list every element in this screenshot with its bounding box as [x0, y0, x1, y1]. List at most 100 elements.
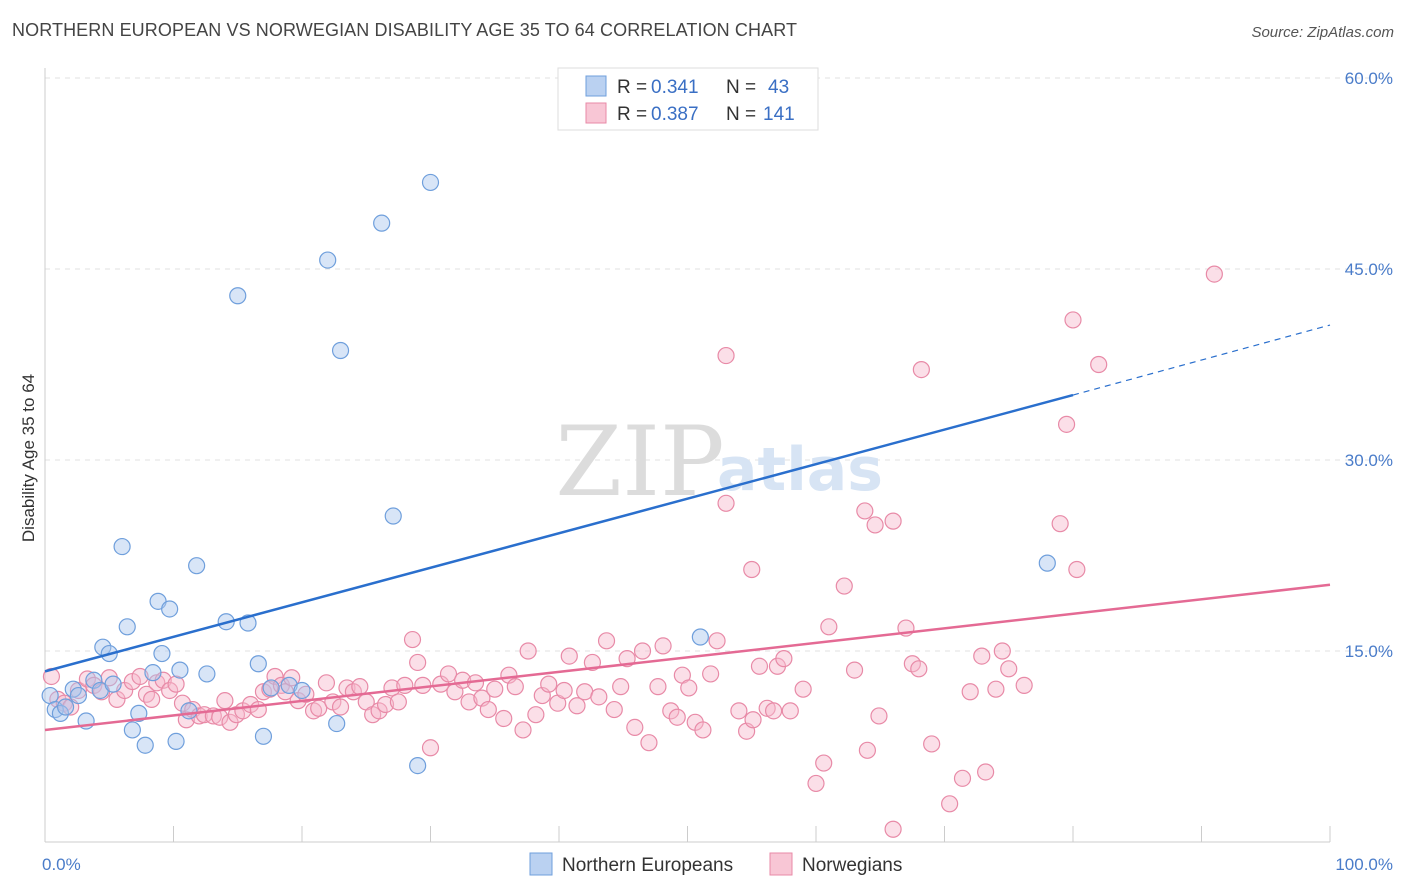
norwegian-point-97	[694, 721, 712, 739]
trend-lines	[44, 324, 1331, 732]
norwegian-point-73	[527, 706, 545, 724]
northern-european-point-37	[373, 214, 391, 232]
northern-european-point-34	[319, 251, 337, 269]
norwegian-point-118	[835, 577, 853, 595]
norwegian-point-139	[884, 820, 902, 838]
grid-lines	[45, 77, 1393, 652]
norwegian-point-26	[216, 692, 234, 710]
norwegian-point-13	[137, 685, 156, 703]
northern-european-point-31	[262, 679, 280, 697]
norwegian-point-92	[662, 702, 680, 720]
norwegian-point-93	[668, 708, 686, 726]
norwegian-point-130	[977, 763, 995, 781]
norwegian-point-58	[421, 739, 440, 757]
northern-european-point-22	[171, 661, 189, 679]
norwegian-point-116	[743, 560, 761, 579]
northern-europeans-points	[41, 173, 1056, 775]
northern-european-point-12	[113, 537, 131, 556]
northern-european-point-20	[161, 600, 179, 618]
legend-r-value-northern-europeans: 0.341	[651, 77, 699, 98]
northern-european-point-33	[293, 681, 311, 700]
norwegian-point-109	[781, 702, 799, 720]
norwegian-point-114	[858, 741, 877, 759]
norwegian-point-106	[764, 702, 783, 720]
northern-european-point-21	[167, 732, 185, 751]
axes	[44, 68, 1331, 843]
legend-n-label: N =	[726, 104, 756, 125]
norwegian-point-103	[744, 711, 762, 729]
northern-european-point-19	[153, 644, 171, 663]
norwegian-point-99	[708, 632, 726, 650]
bottom-legend: Northern Europeans Norwegians	[529, 852, 902, 876]
norwegian-point-125	[923, 735, 941, 753]
northern-european-point-41	[691, 628, 709, 646]
norwegian-point-66	[479, 700, 497, 719]
norwegian-point-14	[143, 690, 161, 708]
norwegian-point-128	[961, 683, 979, 701]
norwegian-point-53	[389, 693, 407, 711]
y-tick-label-3: 60.0%	[1345, 69, 1393, 88]
norwegian-point-115	[870, 707, 888, 725]
legend: R = 0.341 N = 43 R = 0.387 N = 141	[557, 67, 819, 131]
norwegian-point-55	[403, 630, 422, 649]
norwegian-point-135	[1051, 515, 1069, 533]
norwegian-point-95	[680, 679, 698, 697]
norwegian-point-75	[540, 675, 558, 693]
trendline-norwegians	[44, 583, 1331, 732]
northern-european-point-17	[144, 664, 162, 682]
norwegian-point-91	[654, 637, 672, 655]
y-tick-label-0: 15.0%	[1345, 642, 1393, 661]
y-axis-label: Disability Age 35 to 64	[19, 374, 38, 542]
northern-european-point-24	[188, 557, 206, 575]
norwegian-point-124	[910, 660, 928, 678]
trendline-extension-northern-europeans	[1072, 324, 1331, 396]
x-tick-label-1: 100.0%	[1335, 855, 1393, 874]
northern-european-point-5	[69, 686, 88, 705]
trendline-northern-europeans	[44, 393, 1074, 673]
norwegian-point-50	[370, 702, 388, 720]
norwegians-points	[42, 265, 1223, 838]
northern-european-point-39	[409, 756, 427, 775]
norwegian-point-78	[560, 647, 578, 665]
legend-swatch-northern-europeans	[585, 75, 607, 97]
norwegian-point-51	[376, 695, 395, 714]
legend-r-label: R =	[617, 104, 647, 125]
x-tick-label-0: 0.0%	[42, 855, 81, 874]
y-tick-label-1: 30.0%	[1345, 451, 1393, 470]
northern-european-point-11	[104, 675, 122, 693]
bottom-legend-swatch-norwegians	[769, 852, 793, 876]
norwegian-point-119	[856, 502, 874, 520]
norwegian-point-141	[1064, 311, 1082, 329]
norwegian-point-138	[717, 346, 735, 365]
northern-european-point-23	[180, 702, 198, 720]
norwegian-point-104	[750, 657, 769, 675]
northern-european-point-32	[280, 676, 298, 694]
northern-european-point-16	[136, 736, 154, 754]
norwegian-point-111	[807, 774, 825, 793]
northern-european-point-35	[328, 714, 346, 733]
norwegian-point-41	[310, 699, 328, 717]
northern-european-point-30	[254, 727, 273, 745]
norwegian-point-101	[730, 702, 748, 720]
norwegian-point-120	[866, 516, 884, 534]
legend-swatch-norwegians	[585, 102, 607, 124]
norwegian-point-126	[941, 795, 959, 813]
norwegian-point-98	[702, 665, 720, 683]
northern-european-point-13	[118, 618, 136, 636]
norwegian-point-113	[845, 661, 864, 679]
norwegian-point-132	[993, 642, 1011, 660]
legend-n-value-norwegians: 141	[763, 104, 795, 125]
watermark-zip: ZIP	[555, 406, 724, 518]
norwegian-point-18	[167, 675, 185, 693]
norwegian-point-87	[626, 718, 644, 737]
y-tick-label-2: 45.0%	[1345, 260, 1393, 279]
norwegian-point-5	[78, 670, 97, 688]
norwegian-point-127	[953, 769, 972, 787]
northern-european-point-7	[85, 671, 103, 689]
northern-european-point-3	[56, 698, 75, 716]
norwegian-point-88	[633, 642, 652, 660]
norwegian-point-67	[486, 680, 504, 698]
norwegian-point-131	[987, 680, 1005, 698]
bottom-legend-label-northern-europeans: Northern Europeans	[562, 855, 733, 876]
norwegian-point-134	[1015, 676, 1033, 694]
